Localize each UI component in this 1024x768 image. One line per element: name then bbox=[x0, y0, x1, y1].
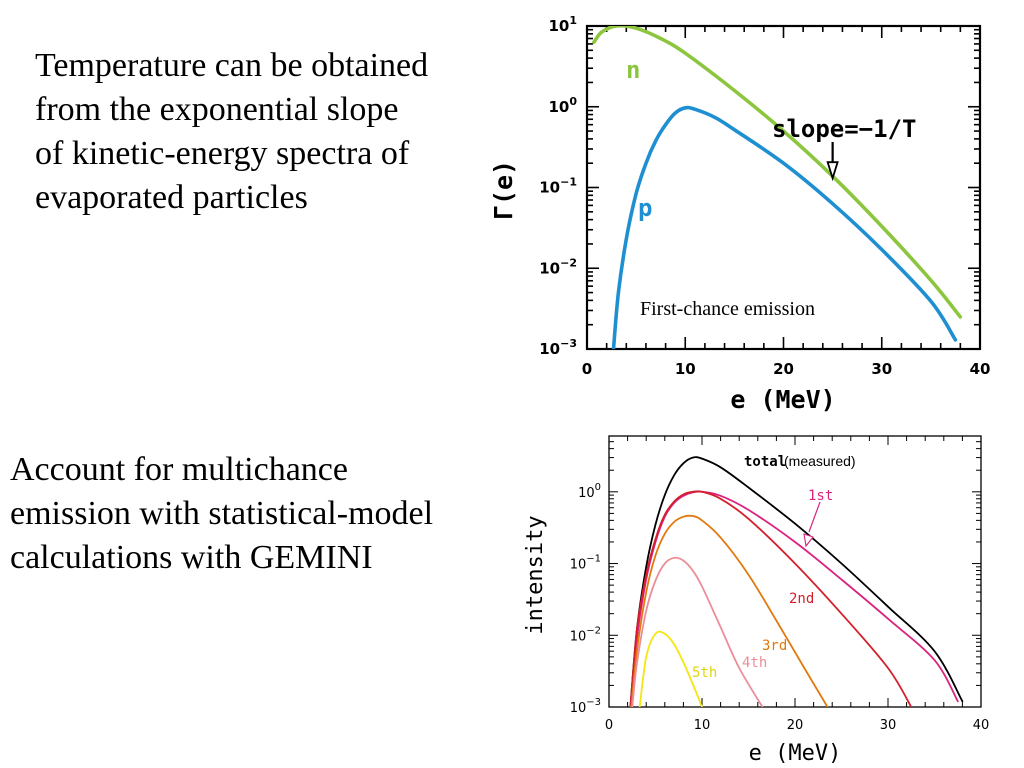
x-tick-label: 0 bbox=[582, 360, 592, 378]
x-tick-label: 20 bbox=[787, 718, 804, 733]
top-chart-axes: 0 10 20 30 40 10−3 10−2 10−1 100 101 bbox=[539, 14, 990, 378]
text-line: emission with statistical-model bbox=[10, 495, 434, 532]
series-line-4th bbox=[631, 556, 764, 707]
y-tick-label: 101 bbox=[548, 14, 577, 35]
bottom-chart-series bbox=[629, 456, 964, 707]
temperature-description: Temperature can be obtained from the exp… bbox=[35, 44, 428, 220]
bottom-chart-labels: total (measured) 1st 2nd 3rd 4th 5th e (… bbox=[523, 453, 856, 766]
x-tick-label: 40 bbox=[973, 718, 990, 733]
arrow-head bbox=[826, 161, 839, 182]
slope-annotation: slope=−1/T bbox=[772, 115, 917, 143]
y-tick-label: 10−3 bbox=[539, 337, 577, 358]
y-tick-label: 100 bbox=[548, 95, 577, 116]
series-line-3rd bbox=[630, 514, 829, 707]
series-line-p bbox=[611, 105, 958, 349]
top-chart-labels: n p slope=−1/T First-chance emission e (… bbox=[489, 56, 917, 414]
top-y-axis-label: Γ(e) bbox=[489, 160, 518, 220]
series-label-n: n bbox=[626, 56, 640, 84]
first-chance-annotation: First-chance emission bbox=[640, 298, 815, 320]
slope-arrow bbox=[826, 142, 839, 182]
plot-frame bbox=[608, 435, 982, 708]
pointer-shaft bbox=[808, 501, 821, 533]
x-tick-label: 10 bbox=[675, 360, 696, 378]
x-tick-label: 40 bbox=[970, 360, 991, 378]
bottom-chart-axes: 0 10 20 30 40 10−3 10−2 10−1 100 bbox=[570, 435, 990, 733]
text-line: Account for multichance bbox=[10, 451, 348, 488]
y-tick-label: 10−1 bbox=[570, 554, 601, 573]
series-label-2nd: 2nd bbox=[789, 591, 814, 607]
top-chart-series bbox=[592, 26, 963, 349]
series-line-2nd bbox=[629, 490, 913, 707]
series-label-1st: 1st bbox=[808, 488, 833, 504]
pointer-head bbox=[803, 533, 814, 548]
top-x-axis-label: e (MeV) bbox=[730, 385, 835, 414]
y-tick-label: 10−3 bbox=[570, 697, 601, 716]
y-tick-label: 100 bbox=[578, 482, 601, 501]
series-line-n bbox=[592, 26, 963, 319]
x-tick-label: 20 bbox=[773, 360, 794, 378]
x-tick-label: 10 bbox=[694, 718, 711, 733]
text-line: evaporated particles bbox=[35, 179, 308, 216]
text-line: Temperature can be obtained bbox=[35, 47, 429, 84]
series-label-5th: 5th bbox=[692, 665, 717, 681]
x-tick-label: 30 bbox=[871, 360, 892, 378]
x-tick-label: 0 bbox=[605, 718, 613, 733]
series-label-p: p bbox=[638, 194, 652, 222]
series-label-total: total bbox=[744, 454, 786, 470]
y-tick-label: 10−1 bbox=[539, 176, 577, 197]
multichance-description: Account for multichance emission with st… bbox=[10, 448, 433, 580]
series-line-5th bbox=[638, 630, 703, 707]
text-line: calculations with GEMINI bbox=[10, 539, 373, 576]
first-chance-arrow bbox=[803, 501, 821, 548]
y-tick-label: 10−2 bbox=[539, 256, 577, 277]
bottom-y-axis-label: intensity bbox=[523, 515, 548, 634]
first-chance-spectrum-chart: 0 10 20 30 40 10−3 10−2 10−1 100 101 n p slope=−1… bbox=[489, 14, 990, 414]
text-line: from the exponential slope bbox=[35, 91, 399, 128]
series-line-total bbox=[629, 456, 964, 707]
series-label-3rd: 3rd bbox=[762, 638, 787, 654]
measured-note: (measured) bbox=[784, 453, 856, 469]
bottom-x-axis-label: e (MeV) bbox=[749, 741, 842, 766]
y-tick-label: 10−2 bbox=[570, 625, 601, 644]
x-tick-label: 30 bbox=[880, 718, 897, 733]
text-line: of kinetic-energy spectra of bbox=[35, 135, 410, 172]
series-label-4th: 4th bbox=[742, 655, 767, 671]
